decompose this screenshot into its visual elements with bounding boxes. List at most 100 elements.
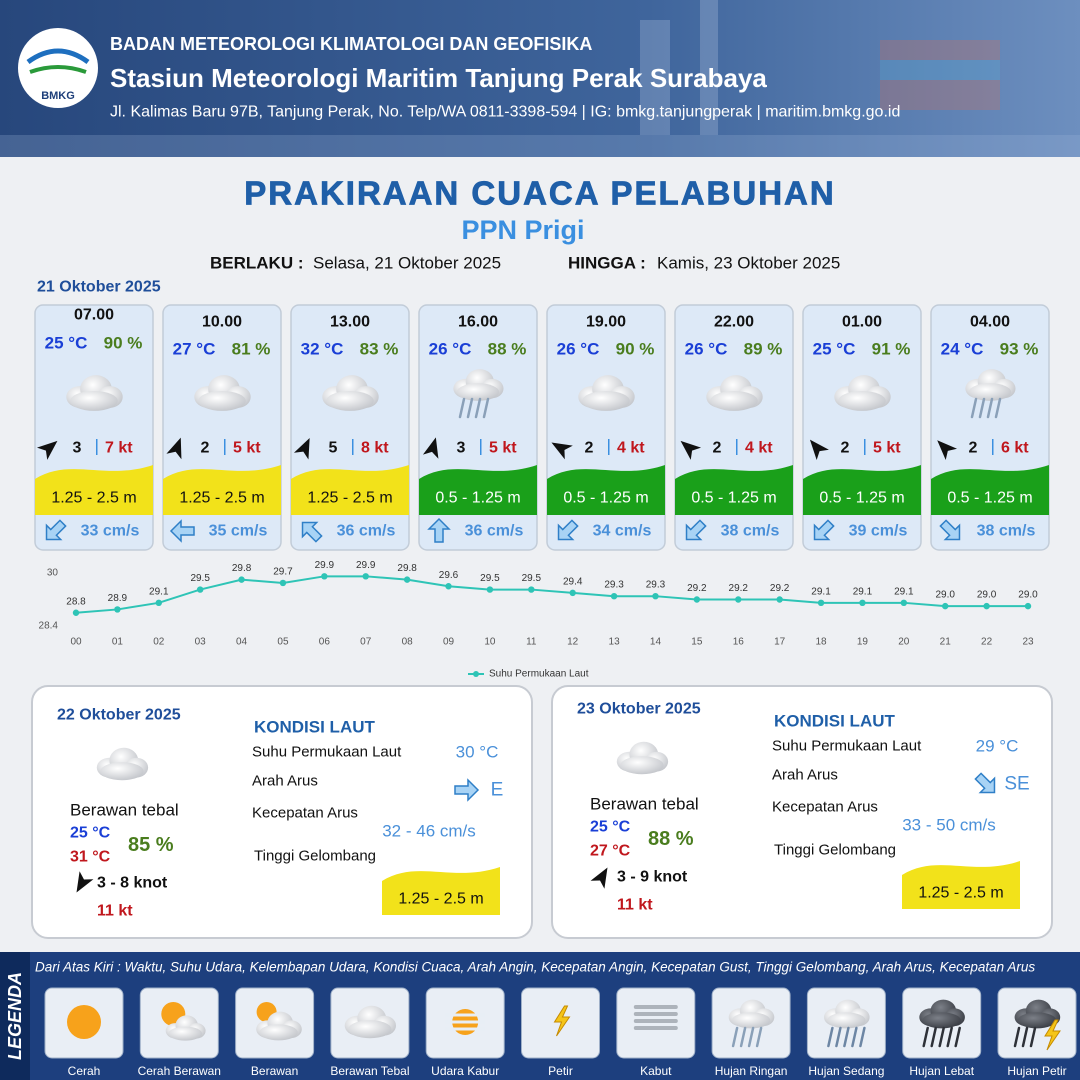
sst-value-label: 29.4: [563, 576, 583, 587]
card-current: 39 cm/s: [849, 523, 908, 540]
legend-item-label: Cerah Berawan: [138, 1064, 221, 1078]
sst-point: [610, 592, 618, 600]
card-humidity: 93 %: [1000, 340, 1039, 359]
legend-item: Berawan Tebal: [330, 987, 409, 1078]
weather-icon: [553, 1005, 571, 1037]
cloud-part: [582, 391, 630, 411]
weather-icon: [256, 1002, 302, 1041]
valid-to: Kamis, 23 Oktober 2025: [657, 254, 840, 273]
fog-band: [633, 1026, 678, 1030]
forecast-card: 13.00 32 °C 83 % 5 8 kt 1.25 - 2.5 m 36 cm/s: [290, 304, 410, 551]
card-wave: 0.5 - 1.25 m: [691, 490, 776, 507]
wind-arrow: [76, 871, 94, 893]
card-current: 36 cm/s: [465, 523, 524, 540]
sst-value-label: 29.9: [315, 560, 335, 571]
legend-strip: [0, 952, 30, 1080]
card-humidity: 90 %: [616, 340, 655, 359]
sst-value-label: 29.2: [729, 583, 749, 594]
card-current: 38 cm/s: [721, 523, 780, 540]
wave-band: [291, 465, 409, 515]
org-name: BADAN METEOROLOGI KLIMATOLOGI DAN GEOFIS…: [110, 34, 592, 54]
legend-label: Suhu Permukaan Laut: [489, 669, 589, 680]
separator: [480, 439, 482, 455]
rain-drop: [474, 397, 482, 419]
rain-drop: [986, 397, 994, 419]
rain-drop: [970, 397, 978, 419]
dir-label: Arah Arus: [252, 773, 318, 790]
x-tick-label: 00: [70, 637, 82, 648]
wave-label: Tinggi Gelombang: [774, 842, 896, 859]
legend-item: Cerah: [44, 987, 124, 1078]
x-tick-label: 11: [526, 637, 537, 648]
rain-drop: [930, 1026, 937, 1048]
card-gust: 8 kt: [361, 440, 389, 457]
card-temp: 25 °C: [813, 340, 856, 359]
x-tick-label: 01: [112, 637, 124, 648]
cloud-part: [922, 1012, 961, 1029]
sst-value-label: 29.7: [273, 566, 293, 577]
card-time: 13.00: [330, 314, 370, 331]
card-humidity: 91 %: [872, 340, 911, 359]
y-tick-label: 30: [47, 568, 59, 579]
day-gust: 11 kt: [617, 897, 653, 914]
sst-point: [900, 599, 908, 607]
cloud-part: [100, 762, 144, 781]
wave-band: [382, 867, 500, 915]
cloud-part: [168, 1026, 203, 1041]
current-arrow: [454, 778, 480, 802]
legend-item: Hujan Ringan: [711, 987, 791, 1078]
x-tick-label: 05: [277, 637, 289, 648]
sst-value-label: 29.1: [811, 586, 831, 597]
sst-value-label: 29.1: [853, 586, 873, 597]
x-tick-label: 04: [236, 637, 248, 648]
sst-value-label: 29.5: [480, 573, 500, 584]
fog-band: [633, 1012, 678, 1016]
current-arrow: [427, 517, 451, 543]
cloud-part: [456, 383, 500, 401]
rain-drop: [739, 1026, 747, 1048]
rain-drop: [458, 397, 466, 419]
fog-band: [633, 1005, 678, 1009]
current-arrow: [45, 519, 67, 541]
day-summary: 23 Oktober 2025 Berawan tebal 25 °C 27 °C 88…: [577, 701, 1030, 914]
card-temp: 26 °C: [557, 340, 600, 359]
current-arrow: [685, 519, 707, 541]
card-time: 16.00: [458, 314, 498, 331]
x-tick-label: 07: [360, 637, 372, 648]
wind-arrow: [551, 442, 573, 460]
card-temp: 32 °C: [301, 340, 344, 359]
card-gust: 5 kt: [873, 440, 901, 457]
sst-point: [279, 579, 287, 587]
current-arrow: [813, 519, 835, 541]
forecast-card: 19.00 26 °C 90 % 2 4 kt 0.5 - 1.25 m 34 cm/s: [546, 304, 666, 551]
legend-item-label: Hujan Sedang: [808, 1064, 884, 1078]
separator: [96, 439, 98, 455]
wave-band: [902, 861, 1020, 909]
header-background: [0, 0, 1080, 157]
weather-icon: [633, 1005, 678, 1030]
sst-point: [196, 586, 204, 593]
rain-drop: [1013, 1026, 1021, 1048]
cloud-part: [710, 391, 758, 411]
legend-item: Udara Kabur: [425, 987, 505, 1078]
weather-icon: [344, 1005, 396, 1039]
legend-item: Petir: [521, 987, 600, 1078]
sst-point: [362, 573, 369, 580]
x-tick-label: 18: [815, 637, 827, 648]
card-gust: 5 kt: [233, 440, 261, 457]
card-gust: 4 kt: [745, 440, 773, 457]
sun: [67, 1005, 101, 1039]
sst-value-label: 29.0: [977, 590, 997, 601]
wave-band: [163, 465, 281, 515]
header-decoration: [0, 0, 1080, 157]
cloud-part: [259, 1024, 298, 1041]
day-summary: 22 Oktober 2025 Berawan tebal 25 °C 31 °C 85…: [57, 707, 503, 920]
sst-point: [238, 576, 245, 583]
current-arrow: [301, 521, 323, 543]
separator: [224, 439, 226, 455]
x-tick-label: 23: [1022, 637, 1034, 648]
card-wave: 1.25 - 2.5 m: [179, 490, 264, 507]
card-humidity: 88 %: [488, 340, 527, 359]
card-temp: 24 °C: [941, 340, 984, 359]
